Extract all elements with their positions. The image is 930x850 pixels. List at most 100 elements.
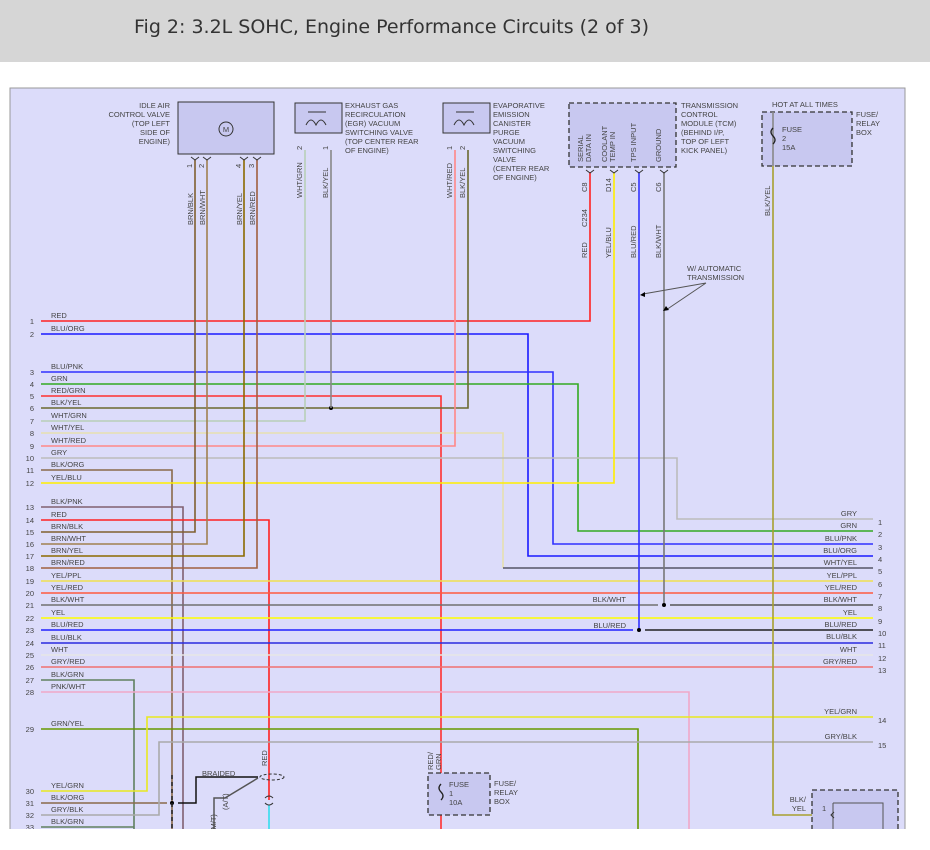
wire-label: GRY/BLK	[825, 732, 857, 741]
wire-label: RED	[260, 750, 269, 766]
at-label: (A/T)	[221, 793, 230, 810]
wire-label: GRY/BLK	[51, 805, 83, 814]
wire-label: GRN	[51, 374, 68, 383]
egr-label: OF ENGINE)	[345, 146, 389, 155]
pin-number: 3	[247, 164, 256, 168]
wire-pnk-wht	[41, 691, 690, 850]
pin-number: C5	[629, 182, 638, 192]
wire-label: BLU/BLK	[51, 633, 82, 642]
wire-label: WHT/YEL	[51, 423, 84, 432]
wire-blk-yel-fuse	[772, 166, 812, 816]
solenoid-icon	[305, 111, 327, 127]
tcm-label: CONTROL	[681, 110, 718, 119]
wire-grn-yel	[41, 728, 639, 850]
wire-label: BLK/GRN	[51, 670, 84, 679]
wire-label: BLU/PNK	[51, 362, 83, 371]
wire-yel-grn	[41, 716, 873, 792]
tcm-pin-name: SERIAL	[576, 135, 585, 162]
wire-label: BLK/ORG	[51, 793, 85, 802]
at-wire	[213, 777, 259, 850]
wire-number: 25	[26, 651, 34, 660]
wire-number: 9	[878, 617, 882, 626]
connector-icon	[264, 795, 274, 806]
wire-brn-blk	[41, 160, 196, 533]
wire-number: 30	[26, 787, 34, 796]
iac-label: SIDE OF	[140, 128, 170, 137]
wire-label: WHT/GRN	[51, 411, 87, 420]
pin-icon	[585, 169, 595, 174]
wire-label: YEL/BLU	[51, 473, 82, 482]
wire-label: GRY	[51, 448, 67, 457]
wire-blk-pnk	[41, 506, 184, 850]
wire-number: 27	[26, 676, 34, 685]
pin-number: 1	[185, 164, 194, 168]
wire-number: 28	[26, 688, 34, 697]
wire-number: 1	[878, 518, 882, 527]
at-label: (M/T)	[209, 814, 218, 832]
wire-number: 5	[878, 567, 882, 576]
evap-valve	[442, 102, 491, 134]
splice-dot	[662, 603, 666, 607]
evap-label: VACUUM	[493, 137, 525, 146]
wire-label: BLK/GRN	[51, 817, 84, 826]
evap-label: EVAPORATIVE	[493, 101, 545, 110]
wire-label: WHT/RED	[51, 436, 87, 445]
wire-number: 12	[878, 654, 886, 663]
wire-number: 18	[26, 564, 34, 573]
wire-number: 11	[26, 466, 34, 475]
evap-label: PURGE	[493, 128, 520, 137]
wire-label: BRN/BLK	[186, 193, 195, 225]
pin-icon	[830, 811, 835, 819]
wire-label: YEL/RED	[51, 583, 84, 592]
evap-label: (CENTER REAR	[493, 164, 550, 173]
tcm-pin-name: COOLANT	[600, 125, 609, 162]
wire-number: 14	[878, 716, 886, 725]
wire-label: YEL/BLU	[604, 227, 613, 258]
braided-shield	[178, 776, 258, 804]
wire-label: WHT/GRN	[295, 162, 304, 198]
wire-label: BLK/ORG	[51, 460, 85, 469]
wire-number: 22	[26, 614, 34, 623]
pin-number: C6	[654, 182, 663, 192]
page-title: Fig 2: 3.2L SOHC, Engine Performance Cir…	[134, 16, 650, 38]
wire-label: BLK/YEL	[321, 168, 330, 198]
splice-dot	[637, 628, 641, 632]
motor-label: M	[223, 125, 229, 134]
tcm-label: MODULE (TCM)	[681, 119, 737, 128]
wire-label: GRY/RED	[51, 657, 86, 666]
tcm-pin-name: TPS INPUT	[629, 122, 638, 162]
wire-blu-org	[41, 333, 873, 557]
wire-label: BLK/	[790, 795, 807, 804]
wire-gry	[41, 457, 873, 520]
evap-label: CANISTER	[493, 119, 532, 128]
wire-label: RED	[51, 510, 67, 519]
wire-number: 26	[26, 663, 34, 672]
wire-label: BLU/ORG	[51, 324, 85, 333]
wire-number: 7	[30, 417, 34, 426]
pin-number: 2	[295, 146, 304, 150]
braided-label: BRAIDED	[202, 769, 236, 778]
solenoid-icon	[453, 111, 475, 127]
wire-number: 20	[26, 589, 34, 598]
evap-label: SWITCHING	[493, 146, 536, 155]
header-bar: Fig 2: 3.2L SOHC, Engine Performance Cir…	[0, 0, 930, 62]
wire-number: 13	[26, 503, 34, 512]
wire-number: 16	[26, 540, 34, 549]
wire-gry-blk	[41, 741, 873, 816]
fuse-label: FUSE	[449, 780, 469, 789]
wire-blk-grn	[41, 679, 135, 850]
wire-red	[41, 519, 270, 800]
wire-number: 4	[878, 555, 882, 564]
wire-label: BLU/PNK	[825, 534, 857, 543]
wire-number: 7	[878, 592, 882, 601]
pin-icon	[252, 156, 262, 161]
fuse-relay-box-top	[761, 111, 853, 167]
tcm-label: TRANSMISSION	[681, 101, 738, 110]
pin-icon	[659, 169, 669, 174]
note-label: W/ AUTOMATIC	[687, 264, 742, 273]
box-label: RELAY	[494, 788, 518, 797]
wire-number: 13	[878, 666, 886, 675]
wire-label: WHT/YEL	[824, 558, 857, 567]
note-label: TRANSMISSION	[687, 273, 744, 282]
wire-label: YEL	[51, 608, 65, 617]
